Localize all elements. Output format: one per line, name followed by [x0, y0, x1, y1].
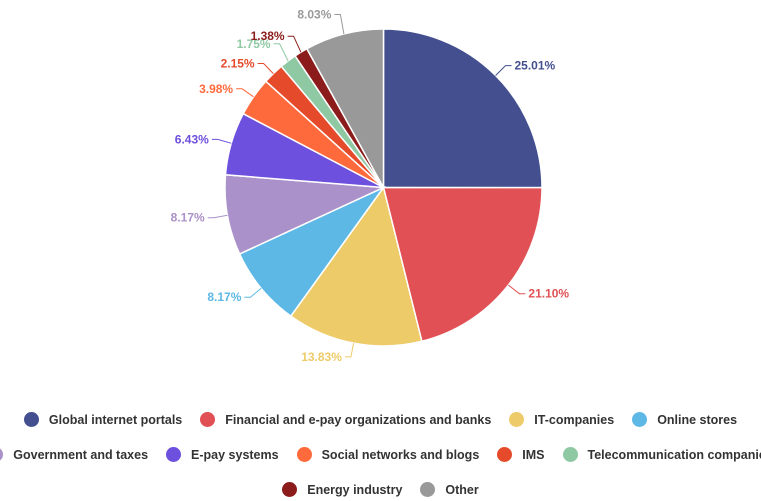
- legend-item-other[interactable]: Other: [420, 482, 479, 497]
- legend-swatch: [296, 447, 312, 462]
- pie-slice-other[interactable]: [305, 28, 385, 188]
- data-label-social-networks-and-blogs: 3.98%: [199, 82, 233, 96]
- legend-item-energy-industry[interactable]: Energy industry: [282, 482, 402, 497]
- legend-item-financial-and-e-pay-organizations-and-banks[interactable]: Financial and e-pay organizations and ba…: [200, 412, 491, 427]
- legend-row-1: Global internet portals Financial and e-p…: [0, 412, 761, 427]
- legend-swatch: [0, 447, 4, 462]
- data-label-government-and-taxes: 8.17%: [171, 211, 205, 225]
- connector-government-and-taxes: [207, 214, 228, 219]
- connector-ims: [257, 63, 274, 74]
- legend-label: E-pay systems: [191, 447, 279, 462]
- pie-slice-financial-and-e-pay-organizations-and-banks[interactable]: [382, 186, 543, 343]
- connector-energy-industry: [287, 35, 302, 53]
- pie-slice-global-internet-portals[interactable]: [382, 28, 543, 189]
- connector-e-pay-systems: [211, 138, 232, 144]
- legend-label: IMS: [522, 447, 545, 462]
- legend-label: Energy industry: [307, 482, 403, 497]
- data-label-energy-industry: 1.38%: [251, 29, 285, 43]
- legend-row-3: Energy industry Other: [0, 482, 761, 497]
- connector-it-companies: [344, 343, 355, 358]
- legend-swatch: [562, 447, 578, 462]
- legend-swatch: [282, 482, 298, 497]
- pie-chart: 25.01% 21.10% 13.83% 8.17% 8.17% 6.43% 3.98% 2.…: [171, 8, 570, 364]
- data-label-it-companies: 13.83%: [301, 350, 342, 364]
- legend-swatch: [23, 412, 39, 427]
- data-label-financial-and-e-pay-organizations-and-banks: 21.10%: [528, 287, 569, 301]
- legend-item-government-and-taxes[interactable]: Government and taxes: [0, 447, 148, 462]
- legend-item-it-companies[interactable]: IT-companies: [509, 412, 614, 427]
- data-label-online-stores: 8.17%: [207, 290, 241, 304]
- connector-telecommunication-companies: [273, 43, 289, 62]
- legend-swatch: [200, 412, 216, 427]
- legend-label: Global internet portals: [48, 412, 183, 427]
- legend-swatch: [632, 412, 648, 427]
- legend-item-social-networks-and-blogs[interactable]: Social networks and blogs: [296, 447, 480, 462]
- legend-label: Other: [445, 482, 479, 497]
- legend-label: Social networks and blogs: [321, 447, 480, 462]
- legend-item-online-stores[interactable]: Online stores: [632, 412, 737, 427]
- data-label-other: 8.03%: [297, 8, 331, 22]
- connector-other: [334, 14, 345, 35]
- legend-label: Financial and e-pay organizations and ba…: [225, 412, 492, 427]
- legend-label: Online stores: [657, 412, 738, 427]
- legend-row-2: Government and taxes E-pay systems Social …: [0, 447, 761, 462]
- connector-global-internet-portals: [495, 65, 512, 76]
- legend-swatch: [497, 447, 513, 462]
- legend-swatch: [166, 447, 182, 462]
- data-label-global-internet-portals: 25.01%: [515, 59, 556, 73]
- legend-label: IT-companies: [534, 412, 615, 427]
- legend-label: Telecommunication companies: [587, 447, 761, 462]
- legend-item-telecommunication-companies[interactable]: Telecommunication companies: [562, 447, 761, 462]
- legend-item-ims[interactable]: IMS: [497, 447, 545, 462]
- connector-social-networks-and-blogs: [236, 88, 254, 98]
- data-label-ims: 2.15%: [221, 57, 255, 71]
- legend-swatch: [509, 412, 525, 427]
- data-label-telecommunication-companies: 1.75%: [237, 37, 271, 51]
- legend-item-global-internet-portals[interactable]: Global internet portals: [23, 412, 183, 427]
- legend-label: Government and taxes: [13, 447, 149, 462]
- data-label-e-pay-systems: 6.43%: [175, 132, 209, 146]
- legend-item-e-pay-systems[interactable]: E-pay systems: [166, 447, 279, 462]
- connector-financial-and-e-pay-organizations-and-banks: [508, 284, 526, 295]
- connector-online-stores: [244, 287, 262, 298]
- legend-swatch: [420, 482, 436, 497]
